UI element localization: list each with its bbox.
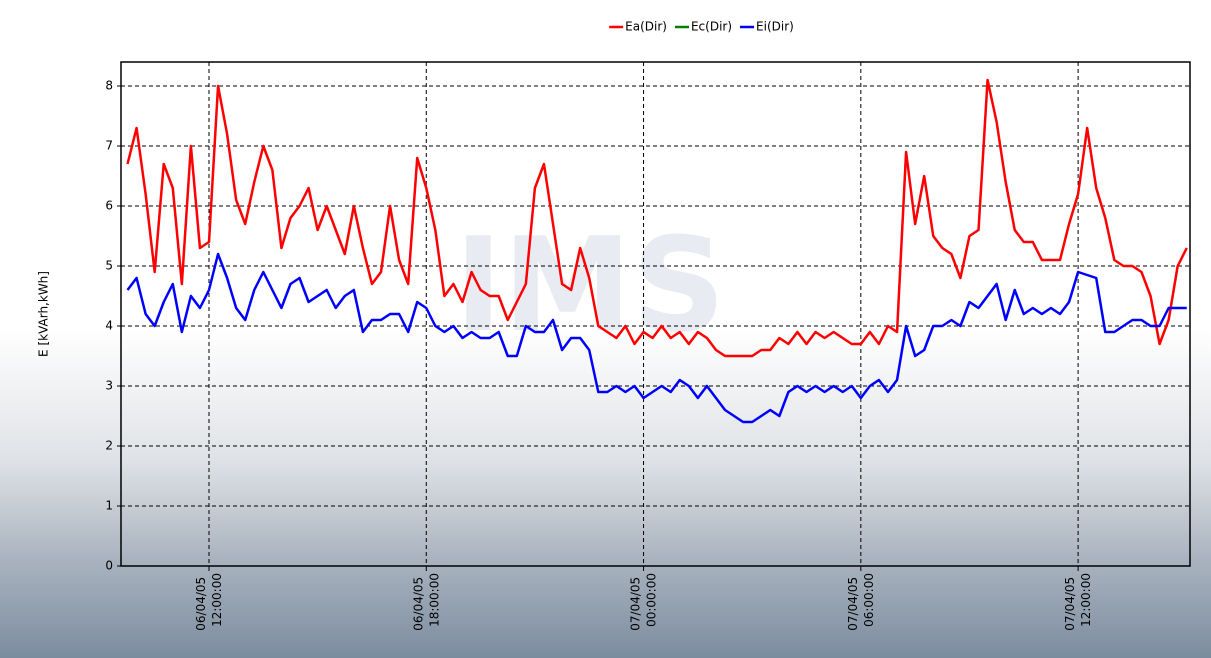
plot-frame [120, 61, 1191, 567]
x-tick-label: 07/04/05 00:00:00 [628, 573, 658, 631]
y-tick-label: 7 [105, 139, 113, 153]
x-tick-label: 07/04/05 12:00:00 [1063, 573, 1093, 631]
x-tick-label: 07/04/05 06:00:00 [845, 573, 875, 631]
y-axis-label: E [kVArh,kWh] [37, 271, 51, 357]
series-line [126, 252, 1187, 424]
y-tick-label: 6 [105, 199, 113, 213]
y-tick-label: 0 [105, 559, 113, 573]
y-tick-label: 4 [105, 319, 113, 333]
x-tick-label: 06/04/05 12:00:00 [193, 573, 223, 631]
legend-label: Ec(Dir) [691, 20, 732, 34]
y-tick-label: 2 [105, 439, 113, 453]
y-tick-label: 3 [105, 379, 113, 393]
y-tick-label: 1 [105, 499, 113, 513]
legend: Ea(Dir) Ec(Dir) Ei(Dir) [609, 20, 794, 34]
y-tick-label: 8 [105, 79, 113, 93]
legend-label: Ei(Dir) [756, 20, 794, 34]
legend-label: Ea(Dir) [625, 20, 667, 34]
series-line [126, 78, 1188, 358]
x-tick-label: 06/04/05 18:00:00 [411, 573, 441, 631]
y-tick-label: 5 [105, 259, 113, 273]
